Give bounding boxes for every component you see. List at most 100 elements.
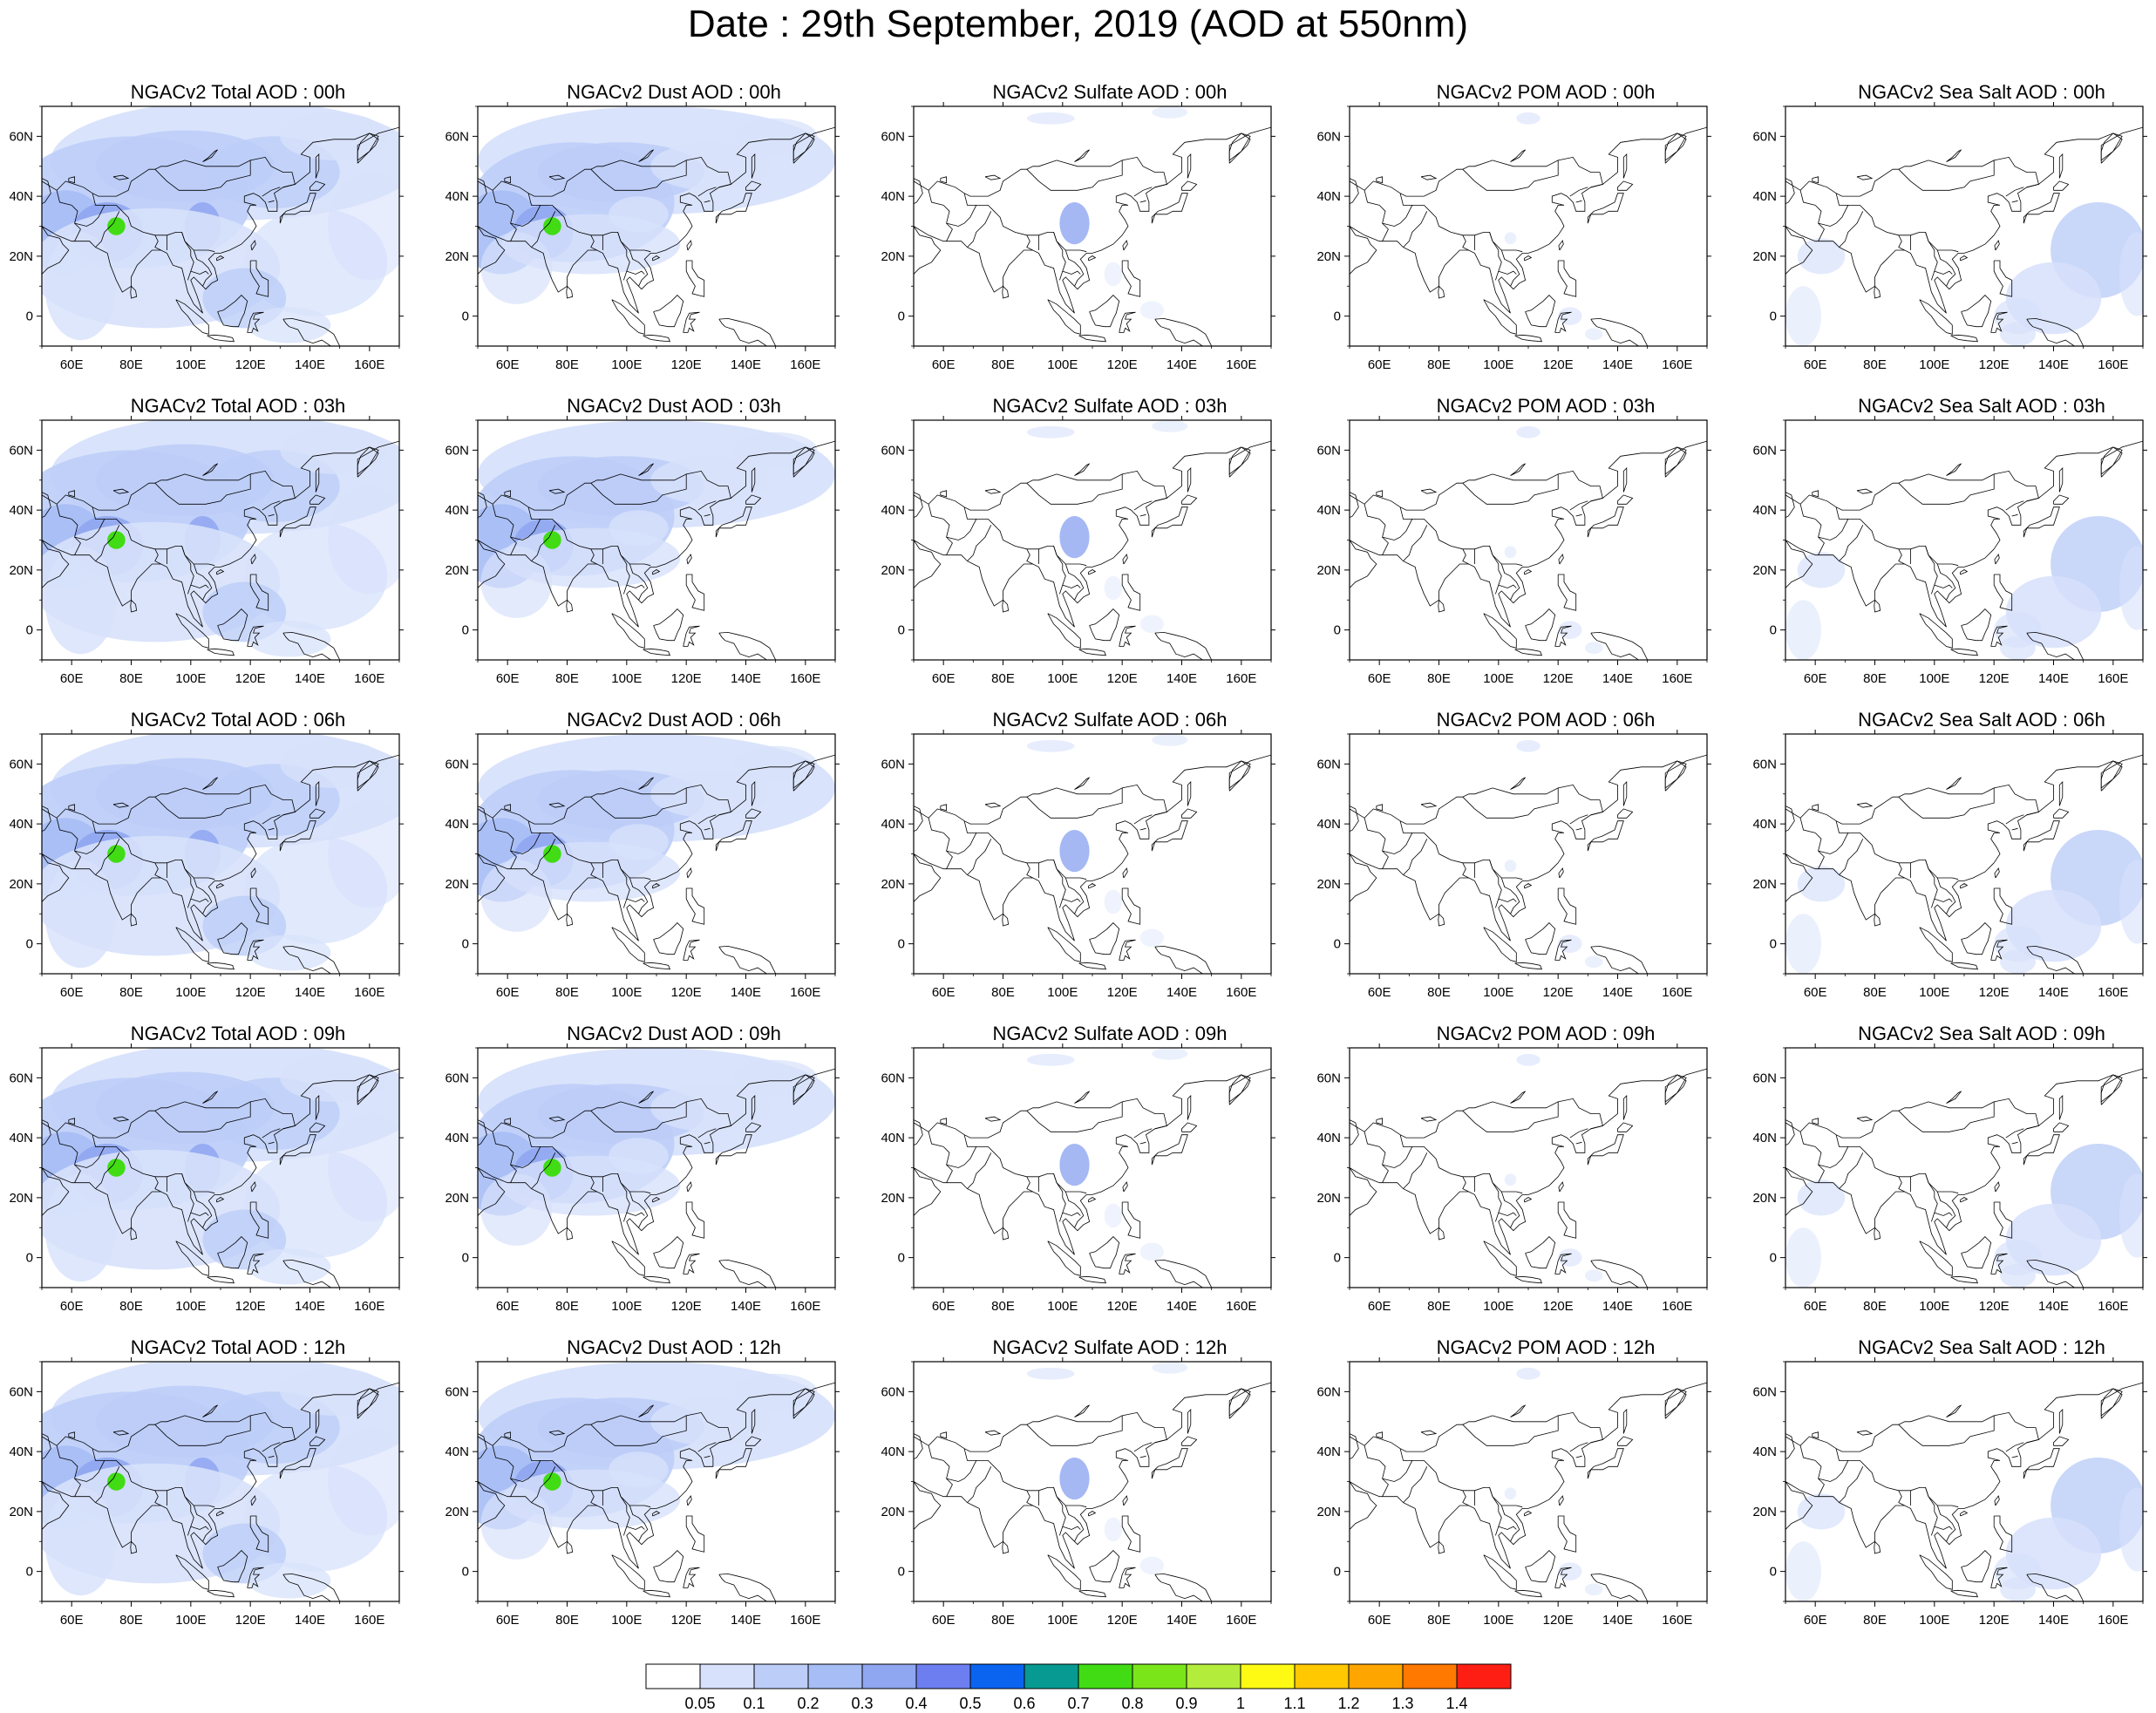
lat-tick-label: 60N (445, 443, 469, 458)
lon-tick-label: 140E (1166, 1299, 1197, 1314)
lake-outline (478, 1119, 487, 1146)
lat-tick-label: 40N (445, 189, 469, 204)
lake-outline (1420, 1430, 1438, 1436)
panel-title: NGACv2 Sea Salt AOD : 12h (1858, 1336, 2105, 1358)
country-border (617, 1173, 630, 1222)
lon-tick-label: 160E (2098, 1613, 2128, 1628)
panel-title: NGACv2 POM AOD : 00h (1436, 81, 1656, 103)
map-panel: NGACv2 POM AOD : 06h 60E 80E 100E 120E 140E 16… (1316, 708, 1785, 1017)
aod-region (1139, 1242, 1164, 1261)
lake-outline (914, 806, 923, 833)
coastline (1514, 1275, 1543, 1284)
aod-region (609, 510, 669, 547)
coastline (250, 240, 256, 251)
country-border (704, 513, 711, 517)
lon-tick-label: 160E (1226, 985, 1256, 1000)
lake-outline (1785, 492, 1795, 519)
colorbar-swatch (861, 1663, 917, 1689)
country-border (946, 519, 1087, 567)
coastline (247, 1567, 264, 1588)
lon-tick-label: 80E (1427, 985, 1451, 1000)
country-border (1382, 1460, 1523, 1508)
panel-title: NGACv2 Sulfate AOD : 09h (992, 1023, 1228, 1044)
coastline (643, 1275, 671, 1284)
coastline (1187, 1409, 1192, 1434)
lake-outline (1510, 463, 1526, 476)
country-border (1462, 473, 1559, 505)
lat-tick-label: 40N (881, 503, 905, 518)
lon-tick-label: 80E (119, 357, 143, 372)
country-border (1934, 1526, 1953, 1530)
coastline (1078, 962, 1107, 970)
country-border (928, 504, 944, 520)
lon-tick-label: 100E (611, 985, 642, 1000)
map-panel: NGACv2 POM AOD : 00h 60E 80E 100E 120E 140E 16… (1316, 80, 1785, 390)
map-panel: NGACv2 Sea Salt AOD : 09h 60E 80E 100E 120E 1… (1752, 1022, 2156, 1331)
country-border (190, 584, 209, 588)
coastlines (914, 126, 1271, 346)
panel-title: NGACv2 Total AOD : 09h (130, 1023, 346, 1044)
aod-region (1504, 860, 1517, 873)
aod-region (1558, 621, 1582, 639)
coastline (718, 1259, 777, 1288)
lake-outline (42, 178, 51, 205)
country-border (1839, 1152, 1864, 1189)
coastline (745, 1436, 762, 1446)
country-border (928, 1132, 944, 1147)
coastlines (1350, 440, 1707, 660)
coastline (42, 754, 399, 941)
coastline (1617, 808, 1634, 819)
coastline (216, 255, 225, 262)
lon-tick-label: 140E (295, 1299, 325, 1314)
aod-map: 60E 80E 100E 120E 140E 160E 60N 40N 20N 0 (445, 1357, 840, 1628)
country-border (492, 818, 508, 833)
coastline (1785, 1382, 2143, 1569)
country-border (942, 205, 953, 241)
lon-tick-label: 80E (991, 1299, 1015, 1314)
aod-region (1785, 1227, 1821, 1288)
lake-outline (914, 178, 923, 205)
lat-tick-label: 60N (1752, 757, 1777, 772)
country-border (527, 193, 541, 206)
coastline (792, 1388, 815, 1419)
coastline (751, 1409, 756, 1434)
lon-tick-label: 120E (1543, 1613, 1574, 1628)
lon-tick-label: 80E (1863, 985, 1887, 1000)
aod-field (42, 420, 399, 660)
coastline (683, 1253, 700, 1275)
lat-tick-label: 40N (9, 503, 33, 518)
country-border (92, 820, 105, 833)
coastline (309, 1436, 326, 1446)
country-border (1835, 193, 1848, 206)
country-border (1403, 1466, 1428, 1503)
lake-outline (1856, 488, 1874, 494)
country-border (1934, 898, 1953, 902)
lake-outline (1376, 804, 1383, 812)
lake-outline (1350, 178, 1359, 205)
coastline (175, 613, 209, 649)
aod-region (650, 1084, 770, 1132)
lon-tick-label: 100E (611, 1613, 642, 1628)
country-border (1133, 500, 1153, 511)
country-border (262, 500, 281, 511)
lake-outline (984, 802, 1002, 808)
coastline (1590, 1573, 1649, 1601)
lon-tick-label: 160E (1226, 1299, 1256, 1314)
lake-outline (940, 1431, 947, 1439)
coastline (130, 286, 138, 299)
lon-tick-label: 100E (1483, 1613, 1513, 1628)
aod-region (2119, 1487, 2143, 1572)
country-border (1799, 1132, 1816, 1147)
coastline (1122, 867, 1128, 879)
lon-tick-label: 80E (119, 985, 143, 1000)
country-border (74, 519, 215, 567)
aod-map: 60E 80E 100E 120E 140E 160E 60N 40N 20N 0 (1316, 1357, 1711, 1628)
aod-field (42, 1362, 399, 1601)
country-border (1575, 1455, 1582, 1458)
map-panel: NGACv2 POM AOD : 03h 60E 80E 100E 120E 140E 16… (1316, 394, 1785, 704)
coastline (1154, 945, 1213, 974)
lat-tick-label: 40N (1316, 503, 1341, 518)
lake-outline (940, 1118, 947, 1125)
country-border (1799, 504, 1816, 520)
country-border (2005, 1128, 2024, 1139)
